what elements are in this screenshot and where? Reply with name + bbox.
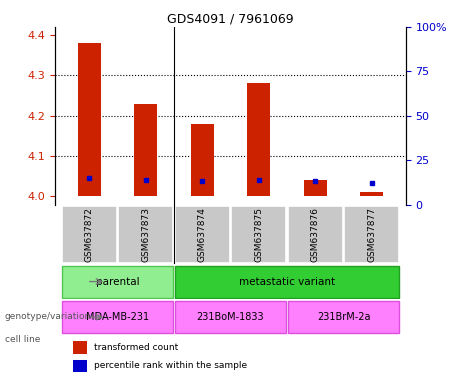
Bar [135,104,157,197]
Bar [191,124,213,197]
Bar [175,266,400,298]
Bar [61,301,173,333]
Text: GSM637876: GSM637876 [311,207,320,262]
Text: metastatic variant: metastatic variant [239,276,335,286]
Text: MDA-MB-231: MDA-MB-231 [86,312,149,322]
Text: GSM637872: GSM637872 [85,207,94,262]
Text: GSM637874: GSM637874 [198,207,207,262]
Bar [78,43,100,197]
Text: cell line: cell line [5,335,40,344]
Bar [175,301,286,333]
Bar [73,360,87,372]
Bar [73,341,87,354]
Bar [248,83,270,197]
Text: GSM637875: GSM637875 [254,207,263,262]
Text: genotype/variation: genotype/variation [5,312,91,321]
Bar [61,266,173,298]
Text: parental: parental [96,276,139,286]
Text: percentile rank within the sample: percentile rank within the sample [94,361,247,371]
Text: transformed count: transformed count [94,343,178,352]
Text: 231BrM-2a: 231BrM-2a [317,312,370,322]
Bar [288,206,343,263]
Bar [175,206,230,263]
Text: GSM637873: GSM637873 [141,207,150,262]
Text: GSM637877: GSM637877 [367,207,376,262]
Bar [288,301,400,333]
Bar [61,206,117,263]
Bar [304,180,326,197]
Bar [231,206,286,263]
Text: 231BoM-1833: 231BoM-1833 [197,312,264,322]
Bar [118,206,173,263]
Title: GDS4091 / 7961069: GDS4091 / 7961069 [167,13,294,26]
Bar [361,192,383,197]
Bar [344,206,400,263]
